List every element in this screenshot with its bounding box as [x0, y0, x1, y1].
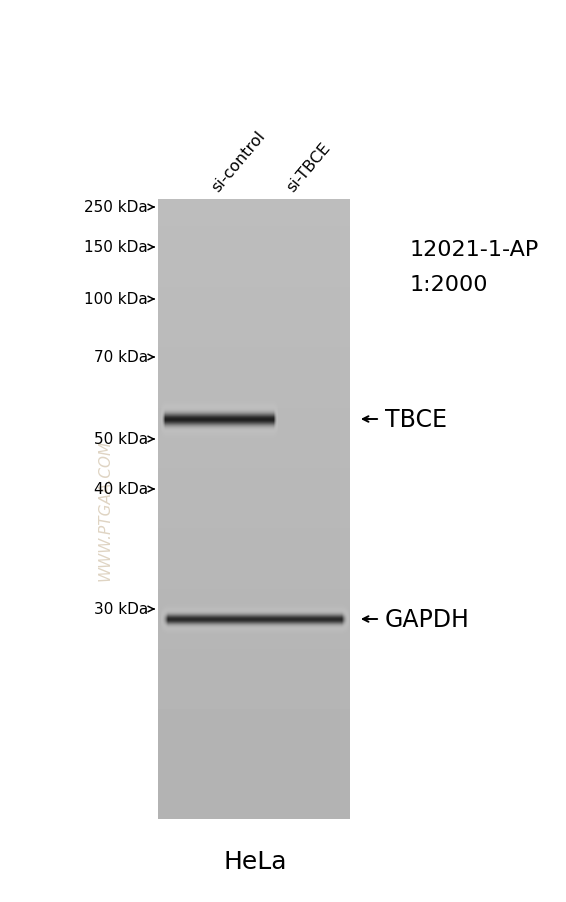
- Text: 250 kDa: 250 kDa: [84, 200, 148, 216]
- Text: 1:2000: 1:2000: [410, 275, 488, 295]
- Text: WWW.PTGAA.COM: WWW.PTGAA.COM: [97, 439, 113, 580]
- Text: 40 kDa: 40 kDa: [94, 482, 148, 497]
- Text: si-TBCE: si-TBCE: [284, 140, 333, 195]
- Text: 12021-1-AP: 12021-1-AP: [410, 240, 539, 260]
- Text: 70 kDa: 70 kDa: [94, 350, 148, 365]
- Text: 50 kDa: 50 kDa: [94, 432, 148, 447]
- Text: 100 kDa: 100 kDa: [84, 292, 148, 308]
- Text: TBCE: TBCE: [385, 408, 447, 431]
- Text: HeLa: HeLa: [223, 849, 287, 873]
- Text: GAPDH: GAPDH: [385, 607, 470, 631]
- Text: 150 kDa: 150 kDa: [84, 240, 148, 255]
- Text: 30 kDa: 30 kDa: [94, 602, 148, 617]
- Text: si-control: si-control: [208, 128, 268, 195]
